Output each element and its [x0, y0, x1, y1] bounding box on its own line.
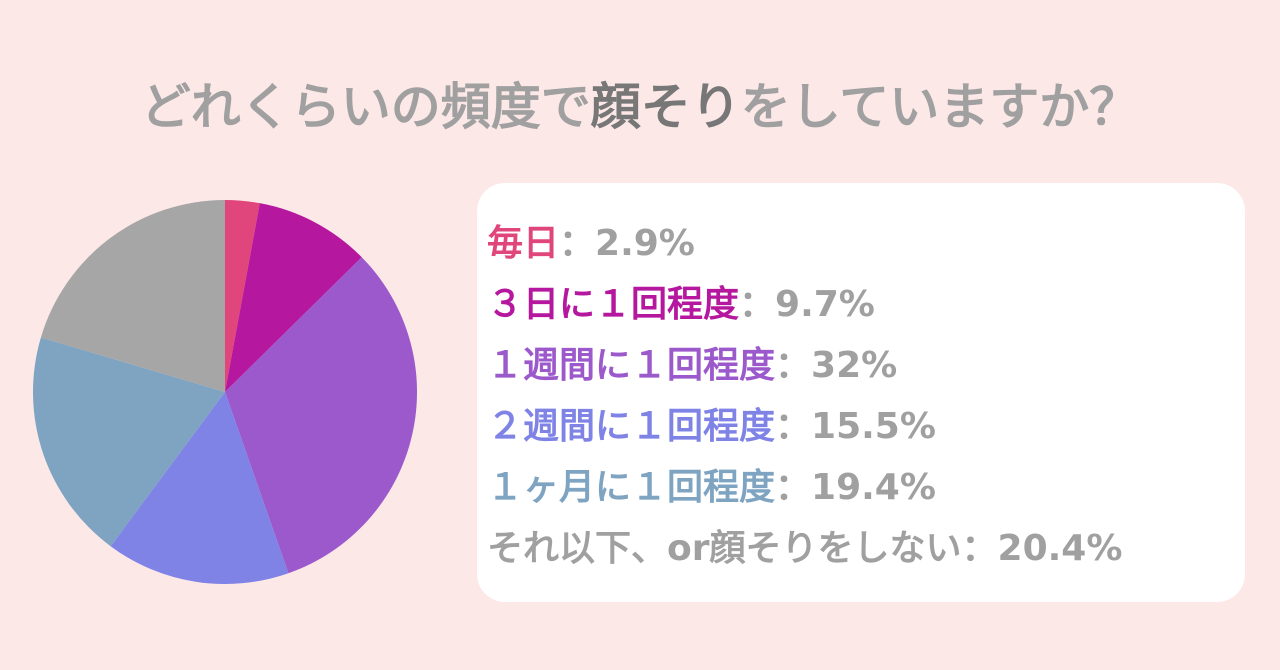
legend-entry: １ヶ月に１回程度：19.4% — [487, 457, 1245, 518]
pie-slice — [225, 200, 260, 392]
val: 19.4% — [811, 467, 936, 508]
val: 32% — [811, 345, 898, 386]
pie-slice — [110, 392, 289, 584]
val: 20.4% — [997, 528, 1123, 569]
legend-label: ３日に１回程度 — [487, 284, 740, 325]
legend-label: 毎日 — [487, 223, 560, 264]
val: 15.5% — [811, 406, 936, 447]
legend-label: １週間に１回程度 — [487, 345, 776, 386]
val: 2.9% — [595, 223, 695, 264]
val: ： — [775, 406, 812, 447]
val: ： — [775, 467, 812, 508]
title-part: どれくらいの頻度で — [141, 78, 591, 136]
title-part: 顔そり — [591, 78, 741, 136]
legend: 毎日：2.9% ３日に１回程度：9.7% １週間に１回程度：32% ２週間に１回程度：… — [477, 183, 1245, 602]
pie-slice — [32, 337, 226, 547]
pie-slice — [225, 203, 362, 392]
val: ： — [775, 345, 812, 386]
val: ： — [559, 223, 596, 264]
legend-label: ２週間に１回程度 — [487, 406, 776, 447]
val: ： — [961, 528, 998, 569]
legend-label: １ヶ月に１回程度 — [487, 467, 776, 508]
title-part: をしていますか？ — [741, 78, 1140, 136]
legend-entry: ３日に１回程度：9.7% — [487, 274, 1245, 335]
legend-entry: 毎日：2.9% — [487, 213, 1245, 274]
pie-slice — [225, 257, 417, 574]
legend-entry: １週間に１回程度：32% — [487, 335, 1245, 396]
val: 9.7% — [775, 284, 875, 325]
legend-entry: それ以下、or顔そりをしない：20.4% — [487, 518, 1245, 579]
legend-entry: ２週間に１回程度：15.5% — [487, 396, 1245, 457]
legend-label: それ以下、or顔そりをしない — [487, 528, 962, 569]
chart-title: どれくらいの頻度で顔そりをしていますか？ — [141, 78, 1140, 136]
val: ： — [739, 284, 776, 325]
pie-slice — [40, 200, 225, 392]
